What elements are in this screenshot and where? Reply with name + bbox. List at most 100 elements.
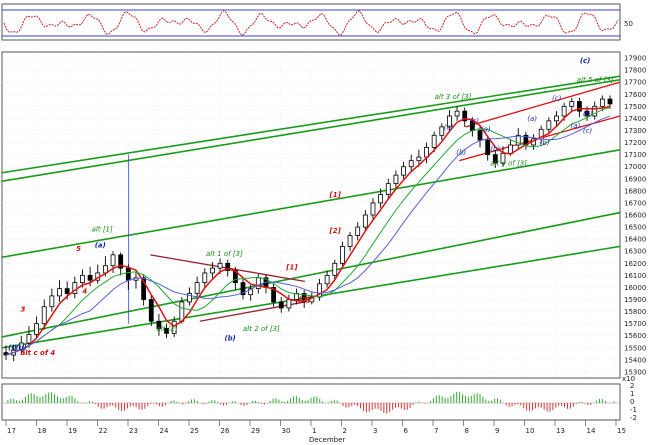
price-tick-label: 15900	[624, 296, 646, 304]
wave-label: alt 2 of [3]	[243, 325, 280, 333]
candle-body	[278, 301, 284, 309]
time-tick-label: 22	[99, 427, 108, 435]
time-tick-label: 2	[343, 427, 347, 435]
bottom-osc-corner-label: x10	[622, 375, 635, 383]
candle-body	[87, 274, 93, 281]
channel-line	[1, 211, 621, 338]
channel-line	[1, 78, 621, 182]
time-tick-label: 24	[160, 427, 169, 435]
price-tick-label: 16700	[624, 199, 646, 207]
wave-label: (b)	[456, 149, 466, 157]
wave-label: (b)	[583, 110, 593, 118]
candle-body	[370, 202, 376, 216]
price-tick-label: 16400	[624, 236, 646, 244]
candle-body	[431, 134, 437, 148]
candle-body	[332, 262, 338, 276]
candle-body	[347, 235, 353, 247]
channel-line	[1, 75, 621, 174]
time-tick-label: 15	[617, 427, 626, 435]
price-tick-label: 15700	[624, 320, 646, 328]
bottom-osc-tick: -1	[630, 406, 637, 414]
month-label: December	[309, 436, 345, 444]
bottom-osc-tick: -2	[630, 414, 637, 422]
candle-body	[49, 295, 55, 308]
time-tick-label: 18	[38, 427, 47, 435]
price-tick-label: 17800	[624, 67, 646, 75]
time-tick-label: 14	[587, 427, 596, 435]
price-tick-label: 15600	[624, 332, 646, 340]
candle-body	[362, 214, 368, 228]
wave-label: [1]	[329, 191, 342, 199]
wave-label: alt [2]	[157, 325, 178, 333]
wave-label: (a)	[95, 242, 106, 250]
wave-label: 4	[82, 287, 87, 295]
price-tick-label: 17500	[624, 103, 646, 111]
candle-body	[492, 154, 498, 164]
candle-body	[80, 274, 85, 284]
channel-line	[1, 149, 621, 259]
ma-red-line	[5, 105, 611, 356]
price-tick-label: 17900	[624, 55, 646, 63]
price-tick-label: 16100	[624, 272, 646, 280]
candle-body	[171, 320, 177, 334]
time-tick-label: 1	[312, 427, 316, 435]
bottom-osc-tick: 1	[630, 390, 634, 398]
price-tick-label: 17100	[624, 151, 646, 159]
price-tick-label: 16800	[624, 187, 646, 195]
wave-label: (a)	[571, 122, 581, 130]
wave-label: (c)	[583, 127, 593, 135]
candle-body	[355, 226, 361, 236]
time-tick-label: 19	[68, 427, 77, 435]
wave-label: alt 4 of [3]	[490, 159, 527, 167]
wave-label: alt c of 4	[21, 349, 56, 357]
time-tick-label: 13	[556, 427, 565, 435]
candle-body	[577, 101, 582, 112]
candle-body	[141, 277, 147, 300]
candle-body	[26, 334, 32, 344]
candle-body	[561, 105, 567, 117]
price-tick-label: 16300	[624, 248, 646, 256]
candle-body	[508, 144, 514, 154]
wave-label: (i)	[8, 344, 17, 352]
price-tick-label: 17000	[624, 163, 646, 171]
time-tick-label: 25	[190, 427, 199, 435]
candle-body	[408, 160, 414, 168]
wave-label: (ii)	[16, 344, 27, 352]
wave-label: alt [1]	[92, 225, 113, 233]
price-tick-label: 16900	[624, 175, 646, 183]
wave-label: 3	[21, 306, 26, 314]
candle-body	[401, 166, 406, 176]
price-tick-label: 17400	[624, 115, 646, 123]
wave-label: (b)	[224, 335, 235, 343]
price-tick-label: 17200	[624, 139, 646, 147]
wave-label: (a)	[444, 123, 454, 131]
price-tick-label: 17700	[624, 79, 646, 87]
wave-label: (c)	[580, 57, 591, 65]
candle-body	[462, 110, 468, 122]
top-osc-line	[3, 9, 619, 37]
candle-body	[569, 101, 575, 107]
price-tick-label: 15400	[624, 356, 646, 364]
candle-body	[416, 156, 422, 162]
candle-body	[439, 126, 445, 136]
time-tick-label: 8	[465, 427, 469, 435]
candle-body	[599, 98, 605, 107]
price-tick-label: 16000	[624, 284, 646, 292]
candle-body	[378, 194, 384, 204]
time-tick-label: 17	[7, 427, 16, 435]
candle-body	[225, 262, 231, 271]
wave-label: (c)	[552, 94, 562, 102]
candle-body	[125, 267, 131, 281]
price-tick-label: 17300	[624, 127, 646, 135]
candle-body	[309, 296, 315, 303]
time-tick-label: 7	[434, 427, 438, 435]
price-tick-label: 15500	[624, 344, 646, 352]
top-osc-tick: 50	[624, 20, 633, 28]
candle-body	[148, 299, 154, 322]
candle-body	[240, 282, 246, 296]
wave-label: [2]	[329, 227, 342, 235]
price-tick-label: 16500	[624, 224, 646, 232]
red-channel-upper	[465, 81, 621, 128]
candle-body	[202, 272, 208, 284]
